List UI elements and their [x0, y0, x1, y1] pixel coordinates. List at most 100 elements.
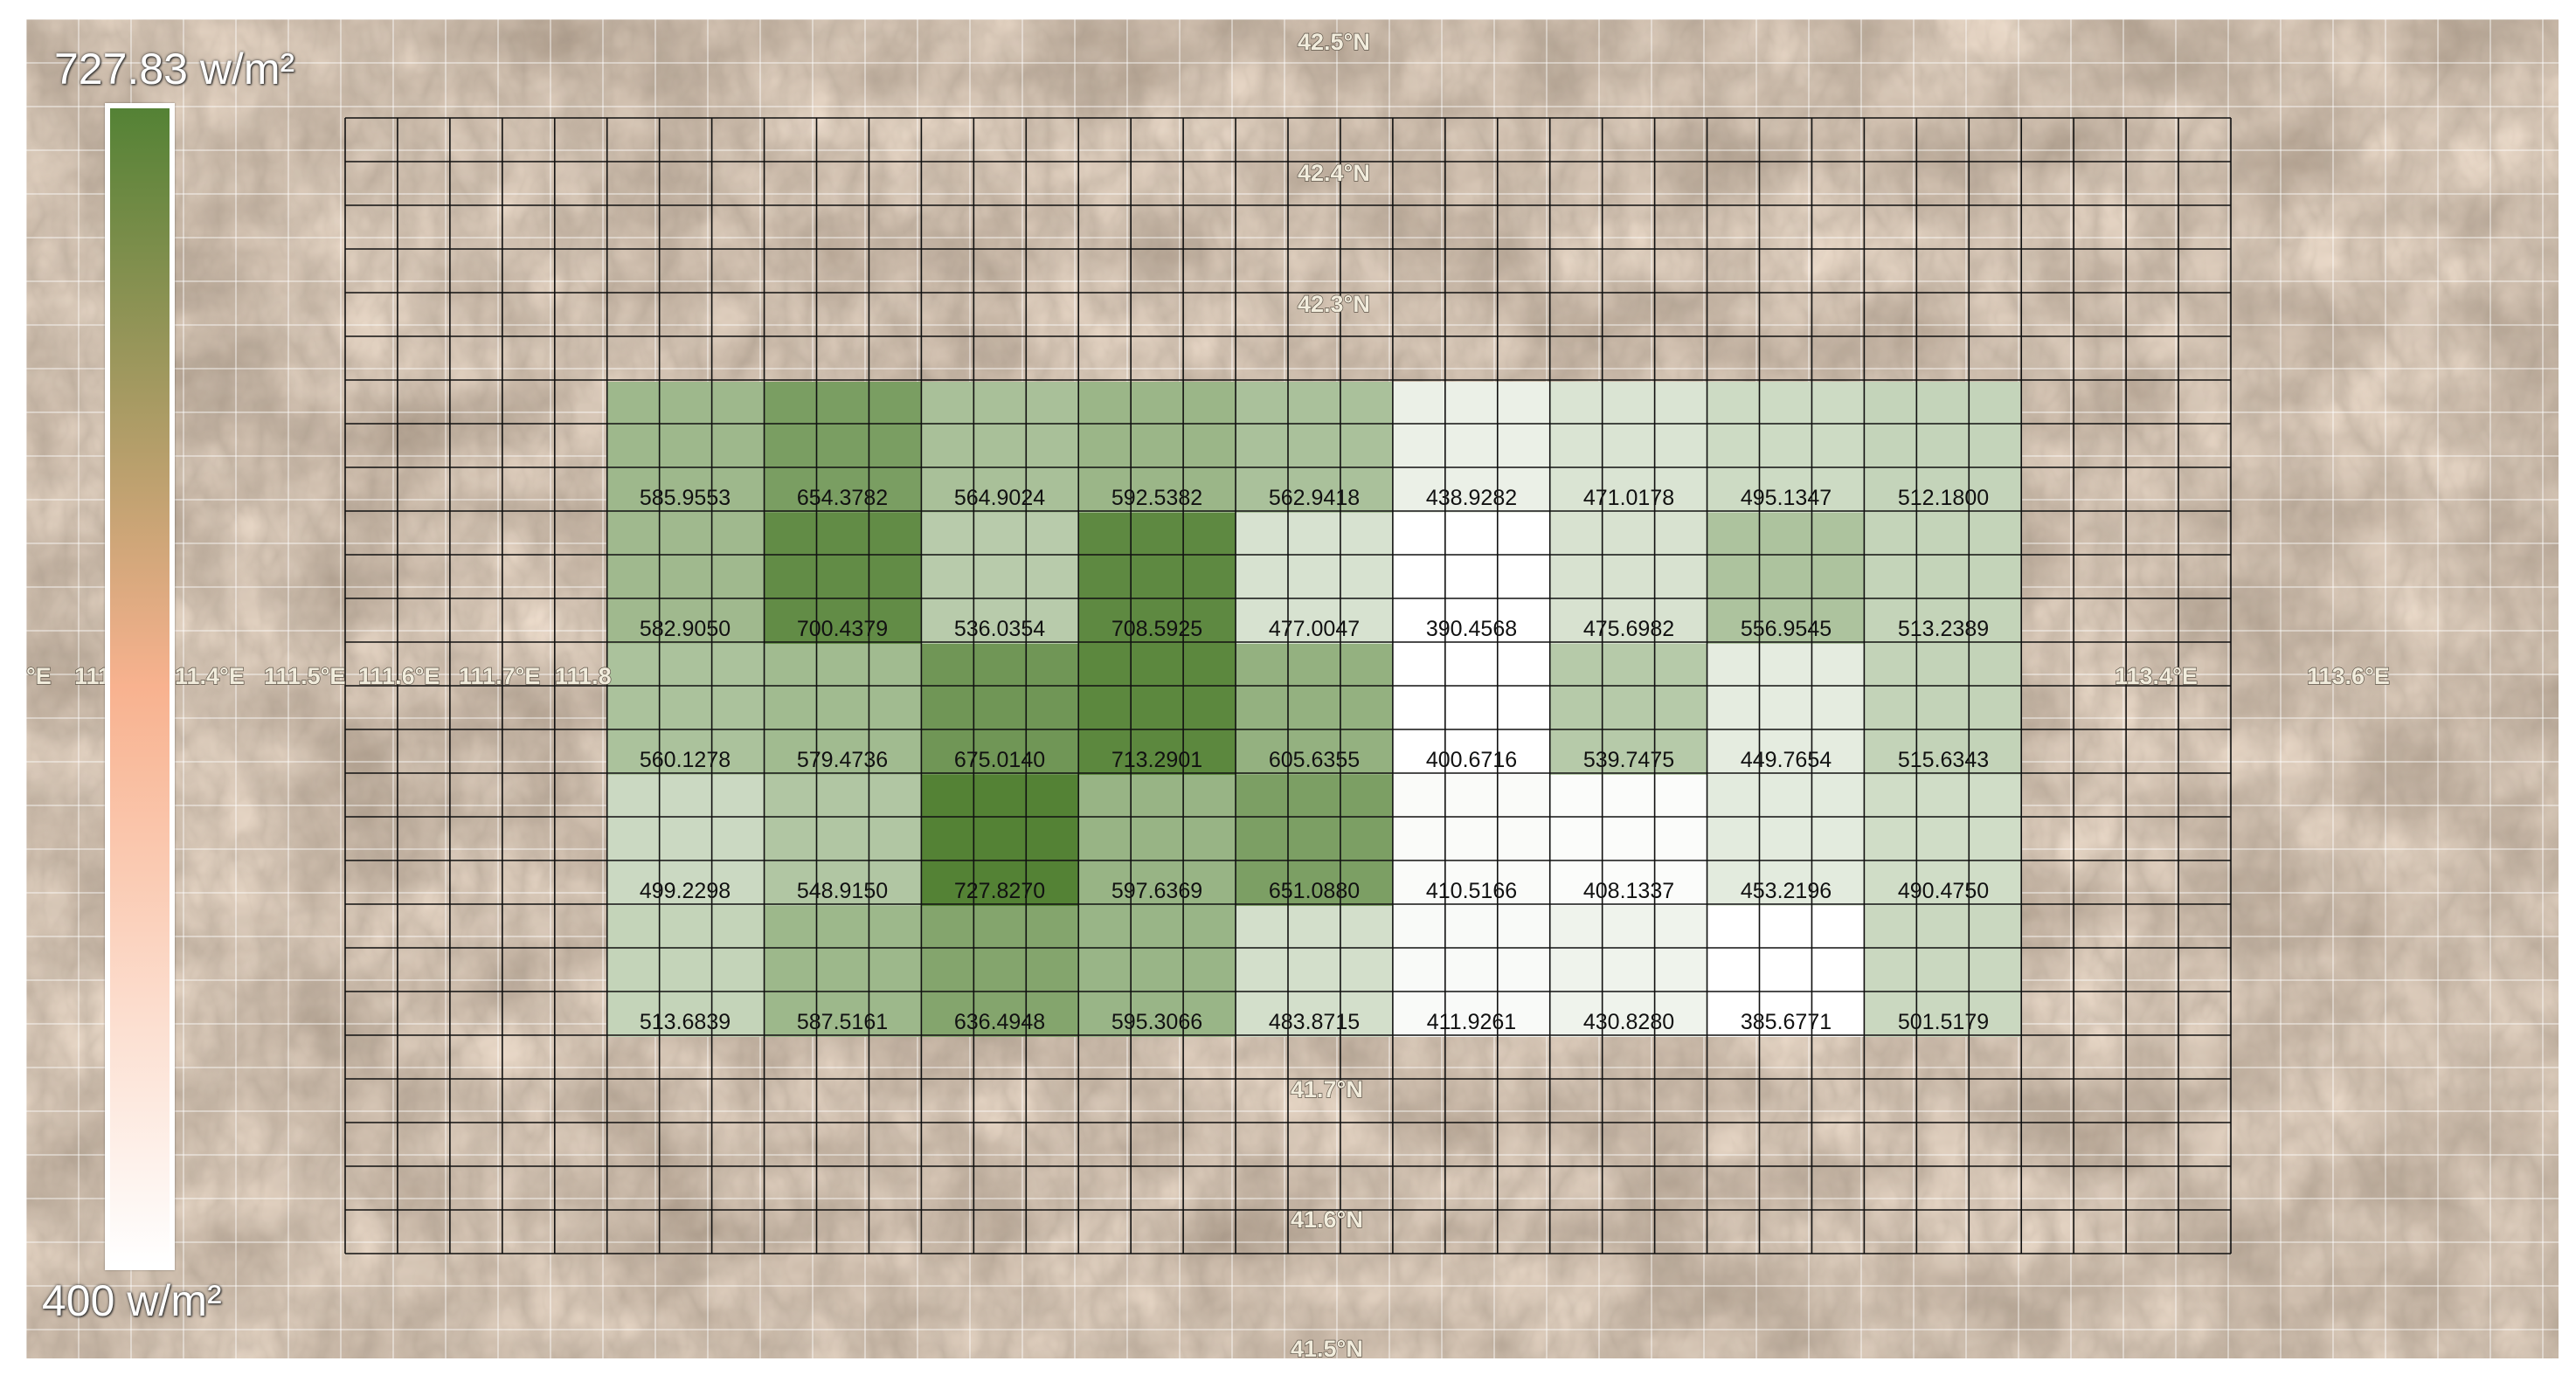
heatmap-cell — [921, 775, 1078, 906]
heatmap-cell-value: 411.9261 — [1427, 1010, 1516, 1034]
heatmap-cell — [1707, 382, 1865, 513]
heatmap-cell-value: 400.6716 — [1426, 748, 1517, 772]
heatmap-cell — [1236, 775, 1393, 906]
heatmap-cell-value: 713.2901 — [1111, 748, 1202, 772]
heatmap-cell — [921, 513, 1078, 644]
heatmap-cell-value: 449.7654 — [1741, 748, 1832, 772]
heatmap-cell — [1078, 513, 1236, 644]
lon-label: 111.8 — [555, 663, 612, 689]
heatmap-cell-value: 587.5161 — [797, 1010, 888, 1034]
heatmap-cell-value: 597.6369 — [1111, 879, 1202, 903]
lon-label: 111.7°E — [459, 663, 540, 689]
heatmap-cell — [1393, 775, 1550, 906]
heatmap-cell-value: 539.7475 — [1583, 748, 1674, 772]
heatmap-cell-value: 513.6839 — [640, 1010, 731, 1034]
heatmap-cell — [606, 644, 764, 775]
heatmap-cell — [606, 775, 764, 906]
heatmap-cell-value: 512.1800 — [1898, 486, 1989, 510]
heatmap-grid: 585.9553 654.3782 564.9024 592.5382 562.9418… — [606, 382, 2022, 1037]
heatmap-cell-value: 700.4379 — [797, 617, 888, 641]
legend-min-label: 400 w/m² — [42, 1276, 222, 1325]
heatmap-cell-value: 592.5382 — [1111, 486, 1202, 510]
legend-bar-frame — [105, 103, 175, 1270]
lon-label: 11.4°E — [175, 663, 245, 689]
heatmap-cell — [1550, 775, 1707, 906]
heatmap-cell — [1707, 644, 1865, 775]
lat-label: 42.4°N — [1298, 160, 1370, 186]
heatmap-cell — [1078, 906, 1236, 1037]
heatmap-cell — [1707, 906, 1865, 1037]
heatmap-cell — [1550, 644, 1707, 775]
legend-max-label: 727.83 w/m² — [54, 45, 295, 93]
heatmap-cell-value: 636.4948 — [954, 1010, 1045, 1034]
lat-label: 42.3°N — [1298, 291, 1370, 317]
heatmap-cell — [606, 906, 764, 1037]
heatmap-cell-value: 483.8715 — [1269, 1010, 1360, 1034]
heatmap-cell-value: 501.5179 — [1898, 1010, 1989, 1034]
heatmap-cell-value: 564.9024 — [954, 486, 1045, 510]
heatmap-cell-value: 430.8280 — [1583, 1010, 1674, 1034]
heatmap-cell-value: 408.1337 — [1583, 879, 1674, 903]
heatmap-cell-value: 651.0880 — [1269, 879, 1360, 903]
lat-label: 41.6°N — [1291, 1206, 1363, 1233]
lon-label: 111.6°E — [358, 663, 440, 689]
heatmap-cell-value: 675.0140 — [954, 748, 1045, 772]
heatmap-cell-value: 438.9282 — [1426, 486, 1517, 510]
heatmap-cell — [1236, 906, 1393, 1037]
heatmap-cell-value: 471.0178 — [1583, 486, 1674, 510]
heatmap-cell — [921, 644, 1078, 775]
heatmap-cell-value: 727.8270 — [954, 879, 1045, 903]
heatmap-cell-value: 708.5925 — [1111, 617, 1202, 641]
heatmap-cell — [606, 382, 764, 513]
heatmap-cell-value: 515.6343 — [1898, 748, 1989, 772]
heatmap-cell-value: 579.4736 — [797, 748, 888, 772]
heatmap-cell-value: 495.1347 — [1741, 486, 1832, 510]
heatmap-cell-value: 560.1278 — [640, 748, 731, 772]
heatmap-cell — [606, 513, 764, 644]
heatmap-cell — [921, 906, 1078, 1037]
heatmap-cell — [1707, 775, 1865, 906]
lon-label: 113.6°E — [2307, 663, 2390, 689]
heatmap-cell-value: 562.9418 — [1269, 486, 1360, 510]
heatmap-cell — [1078, 775, 1236, 906]
heatmap-cell-value: 582.9050 — [640, 617, 731, 641]
heatmap-cell-value: 585.9553 — [640, 486, 731, 510]
heatmap-cell-value: 453.2196 — [1741, 879, 1832, 903]
lat-label: 42.5°N — [1298, 29, 1370, 55]
legend-color-ramp — [110, 108, 170, 1265]
heatmap-cell-value: 475.6982 — [1583, 617, 1674, 641]
lon-label: 113.4°E — [2115, 663, 2198, 689]
heatmap-cell-value: 477.0047 — [1269, 617, 1360, 641]
heatmap-cell — [1550, 906, 1707, 1037]
lon-label: °E — [26, 663, 52, 689]
coordinate-labels: 42.5°N 42.4°N 42.3°N 41.7°N 41.6°N 41.5°… — [25, 28, 2390, 1362]
lat-label: 41.7°N — [1291, 1076, 1363, 1102]
heatmap-cell — [1078, 382, 1236, 513]
heatmap-cell — [764, 906, 921, 1037]
heatmap-cell — [1393, 644, 1550, 775]
heatmap-cell — [1393, 382, 1550, 513]
heatmap-cell — [1865, 644, 2022, 775]
analysis-grid — [344, 117, 2232, 1254]
heatmap-cell-value: 536.0354 — [954, 617, 1045, 641]
lon-label: 111.5°E — [264, 663, 345, 689]
heatmap-cell — [1550, 382, 1707, 513]
heatmap-cell — [1865, 513, 2022, 644]
heatmap-cell-value: 513.2389 — [1898, 617, 1989, 641]
heatmap-cell-value: 490.4750 — [1898, 879, 1989, 903]
heatmap-cell — [764, 775, 921, 906]
heatmap-cell — [1393, 906, 1550, 1037]
heatmap-cell-value: 410.5166 — [1426, 879, 1517, 903]
heatmap-cell — [1865, 382, 2022, 513]
heatmap-cell — [1078, 644, 1236, 775]
heatmap-cell-value: 390.4568 — [1426, 617, 1517, 641]
heatmap-cell-value: 556.9545 — [1741, 617, 1832, 641]
lat-label: 41.5°N — [1291, 1336, 1363, 1362]
heatmap-cell — [1236, 513, 1393, 644]
heatmap-cell — [764, 513, 921, 644]
heatmap-cell — [921, 382, 1078, 513]
heatmap-cell — [1236, 644, 1393, 775]
heatmap-cell-value: 605.6355 — [1269, 748, 1360, 772]
